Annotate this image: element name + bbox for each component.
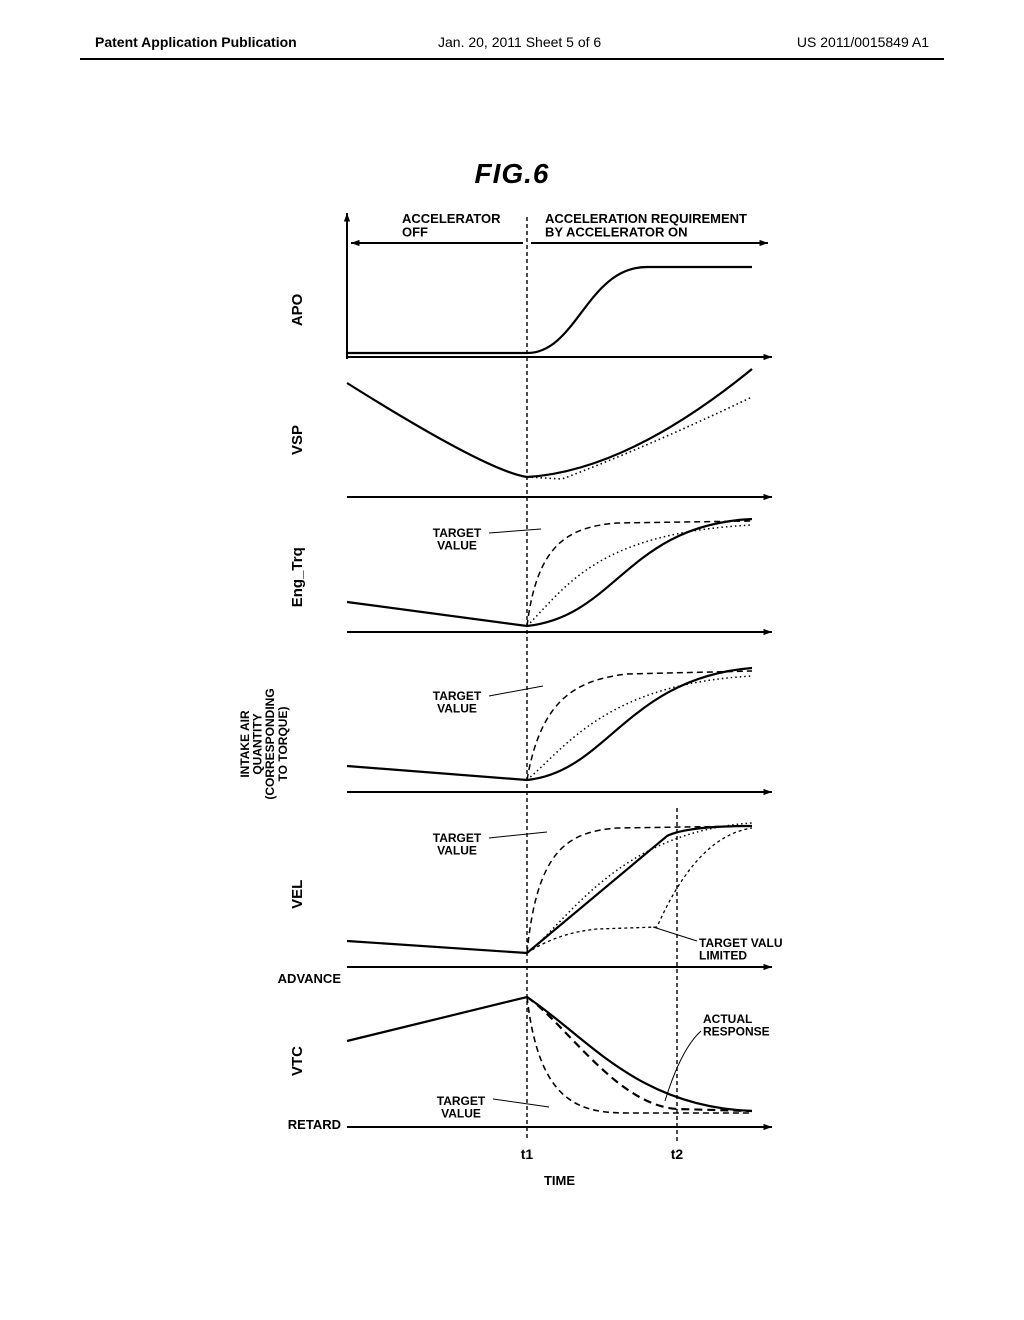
svg-text:VALUE: VALUE [441,1107,481,1121]
svg-text:TIME: TIME [544,1173,575,1188]
svg-text:VTC: VTC [289,1046,306,1076]
svg-text:VALUE: VALUE [437,539,477,553]
svg-text:RETARD: RETARD [288,1117,341,1132]
svg-text:BY ACCELERATOR ON: BY ACCELERATOR ON [545,225,688,240]
svg-text:t2: t2 [671,1146,684,1162]
svg-text:VEL: VEL [289,880,306,909]
header-sheet: Jan. 20, 2011 Sheet 5 of 6 [438,34,601,50]
svg-text:ADVANCE: ADVANCE [278,971,342,986]
page-header: Patent Application Publication Jan. 20, … [0,34,1024,54]
svg-text:t1: t1 [521,1146,534,1162]
svg-text:APO: APO [289,293,306,326]
figure-title: FIG.6 [0,158,1024,190]
header-publication: Patent Application Publication [95,34,297,50]
chart-area: ACCELERATOROFFACCELERATION REQUIREMENTBY… [232,205,782,1215]
svg-text:RESPONSE: RESPONSE [703,1025,770,1039]
svg-text:OFF: OFF [402,225,428,240]
svg-text:Eng_Trq: Eng_Trq [289,547,306,607]
svg-text:VSP: VSP [289,425,306,455]
header-docnum: US 2011/0015849 A1 [797,34,929,50]
svg-text:VALUE: VALUE [437,844,477,858]
svg-text:LIMITED: LIMITED [699,949,747,963]
svg-text:TO TORQUE): TO TORQUE) [276,707,290,782]
header-rule [80,58,944,60]
svg-text:VALUE: VALUE [437,702,477,716]
